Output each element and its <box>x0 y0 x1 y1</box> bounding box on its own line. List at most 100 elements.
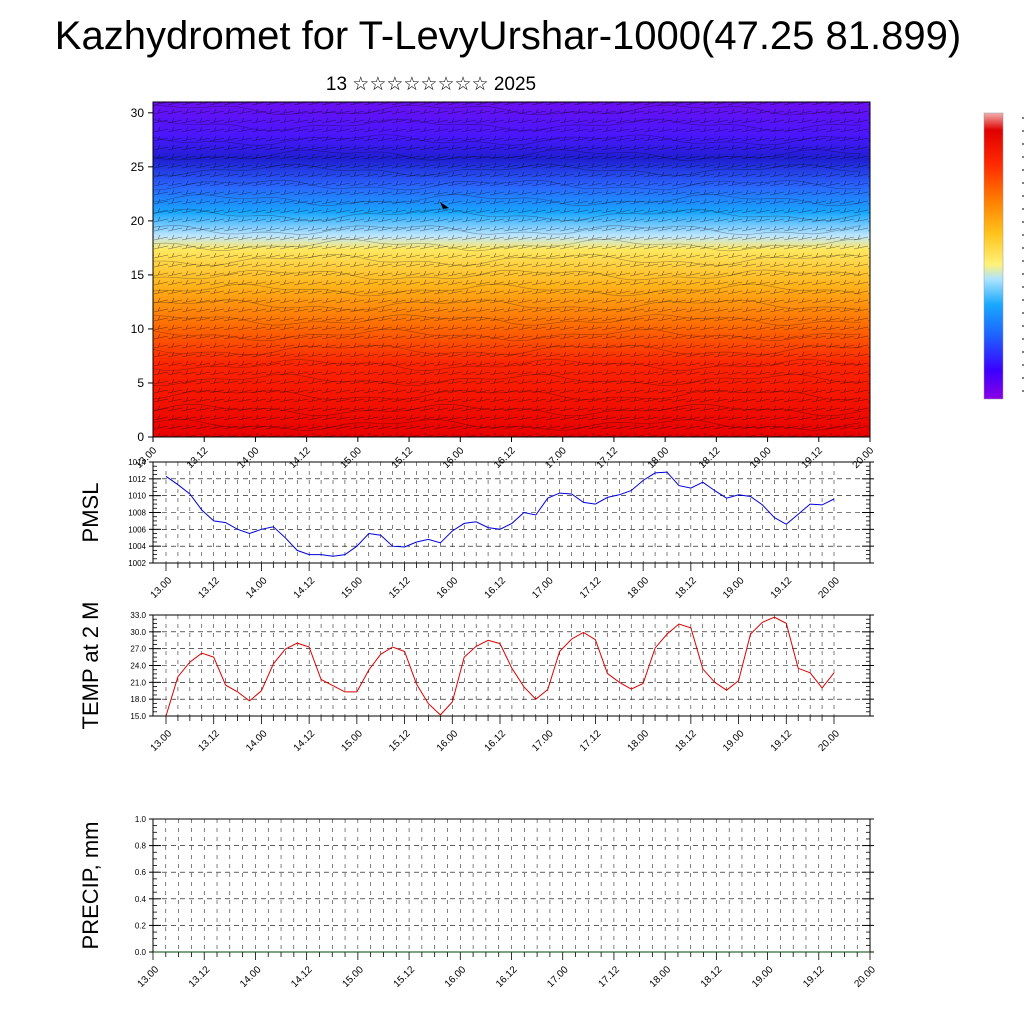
x-tick-label: 17.12 <box>578 728 604 754</box>
contour-line <box>153 149 862 161</box>
x-tick-label: 20.00 <box>816 728 842 754</box>
x-tick-label: 18.00 <box>626 575 652 601</box>
x-tick-label: 13.12 <box>196 728 222 754</box>
x-tick-label: 15.00 <box>339 445 365 471</box>
plot-frame <box>152 461 871 564</box>
x-tick-label: 17.00 <box>545 964 571 990</box>
wind-arrow-marker <box>440 202 449 209</box>
y-tick-label: 30 <box>131 106 145 120</box>
pmsl-panel: 1002 1004 1006 1008 1010 1012 1014 13.00 13.12 14… <box>78 458 874 601</box>
contour-line <box>153 299 862 311</box>
x-tick-label: 18.12 <box>697 445 723 471</box>
contour-line <box>153 118 861 132</box>
cross-section-x-ticks: 13.00 13.12 14.00 14.12 15.00 15.12 16.00 16.12… <box>134 437 877 471</box>
y-tick-label: 15.0 <box>130 712 146 721</box>
contour-line <box>153 179 862 191</box>
y-tick-label: 15 <box>131 268 145 282</box>
y-tick-label: 1002 <box>128 559 146 568</box>
contour-line <box>153 373 862 387</box>
chart-title: Kazhydromet for T-LevyUrshar-1000(47.25 … <box>54 14 962 58</box>
contour-line <box>153 225 862 235</box>
y-tick-label: 5 <box>137 376 144 390</box>
y-axis-title: PRECIP, mm <box>78 822 103 950</box>
contour-line <box>153 344 862 356</box>
colorbar-gradient <box>983 112 1004 400</box>
x-tick-label: 15.12 <box>390 445 416 471</box>
x-tick-label: 15.12 <box>392 964 418 990</box>
x-tick-label: 17.12 <box>578 575 604 601</box>
contour-line <box>153 269 862 281</box>
cross-section-y-ticks: 0 5 10 15 20 25 30 <box>131 106 153 444</box>
x-tick-label: 15.00 <box>339 728 365 754</box>
y-tick-label: 1014 <box>128 458 146 467</box>
x-tick-label: 17.00 <box>530 575 556 601</box>
y-tick-label: 25 <box>131 160 145 174</box>
x-tick-label: 13.12 <box>187 964 213 990</box>
y-tick-label: 0.0 <box>135 948 147 957</box>
y-tick-label: 0.4 <box>135 895 147 904</box>
x-tick-label: 14.00 <box>244 575 270 601</box>
x-tick-label: 18.12 <box>673 575 699 601</box>
x-tick-label: 16.00 <box>435 728 461 754</box>
y-axis-title: PMSL <box>78 483 103 543</box>
x-tick-label: 18.00 <box>646 445 672 471</box>
contour-line <box>153 193 862 207</box>
x-tick-label: 13.00 <box>136 964 162 990</box>
x-tick-label: 18.00 <box>648 964 674 990</box>
x-tick-label: 17.12 <box>595 445 621 471</box>
y-tick-label: 30.0 <box>130 628 146 637</box>
x-tick-label: 13.00 <box>149 728 175 754</box>
x-tick-label: 16.12 <box>492 445 518 471</box>
x-tick-label: 19.12 <box>769 575 795 601</box>
x-tick-label: 13.12 <box>185 445 211 471</box>
x-tick-label: 14.12 <box>289 964 315 990</box>
x-tick-label: 14.12 <box>292 575 318 601</box>
x-tick-label: 17.00 <box>543 445 569 471</box>
x-tick-label: 18.12 <box>673 728 699 754</box>
x-tick-label: 15.00 <box>340 964 366 990</box>
x-tick-label: 16.00 <box>435 575 461 601</box>
x-tick-label: 16.12 <box>494 964 520 990</box>
contour-line <box>153 134 861 146</box>
contour-line <box>153 419 862 431</box>
contour-line <box>153 238 862 252</box>
x-tick-label: 13.00 <box>149 575 175 601</box>
x-tick-label: 18.00 <box>626 728 652 754</box>
x-tick-label: 19.00 <box>750 964 776 990</box>
y-tick-label: 0.8 <box>135 842 147 851</box>
y-tick-label: 27.0 <box>130 645 146 654</box>
contour-line <box>153 314 862 326</box>
contour-line <box>153 328 862 342</box>
wind-barbs-overlay <box>153 102 870 437</box>
y-tick-label: 33.0 <box>130 611 146 620</box>
contour-line <box>153 358 861 372</box>
x-tick-label: 19.12 <box>799 445 825 471</box>
y-tick-label: 18.0 <box>130 695 146 704</box>
x-tick-label: 14.00 <box>236 445 262 471</box>
precip-panel: 0.0 0.2 0.4 0.6 0.8 1.0 13.00 13.12 14.00 14.12 15… <box>78 815 878 990</box>
x-tick-label: 14.12 <box>292 728 318 754</box>
series-line <box>165 616 835 717</box>
contour-line <box>153 403 862 417</box>
y-tick-label: 1004 <box>128 542 146 551</box>
contour-line <box>153 104 862 116</box>
x-tick-label: 17.00 <box>530 728 556 754</box>
y-tick-label: 20 <box>131 214 145 228</box>
x-tick-label: 14.00 <box>238 964 264 990</box>
y-tick-label: 1006 <box>128 525 146 534</box>
chart-subtitle: 13 ☆☆☆☆☆☆☆☆ 2025 <box>325 74 537 95</box>
contour-line <box>153 283 862 297</box>
y-tick-label: 0.6 <box>135 868 147 877</box>
x-tick-label: 15.00 <box>339 575 365 601</box>
contour-lines <box>153 104 862 431</box>
x-tick-label: 16.00 <box>441 445 467 471</box>
temp-panel: 15.0 18.0 21.0 24.0 27.0 30.0 33.0 13.00 13.12 14… <box>78 602 874 754</box>
contour-line <box>153 254 862 266</box>
x-tick-label: 20.00 <box>816 575 842 601</box>
x-tick-label: 20.00 <box>851 445 877 471</box>
y-tick-label: 0 <box>137 430 144 444</box>
y-tick-label: 1.0 <box>135 815 147 824</box>
x-tick-label: 15.12 <box>387 728 413 754</box>
